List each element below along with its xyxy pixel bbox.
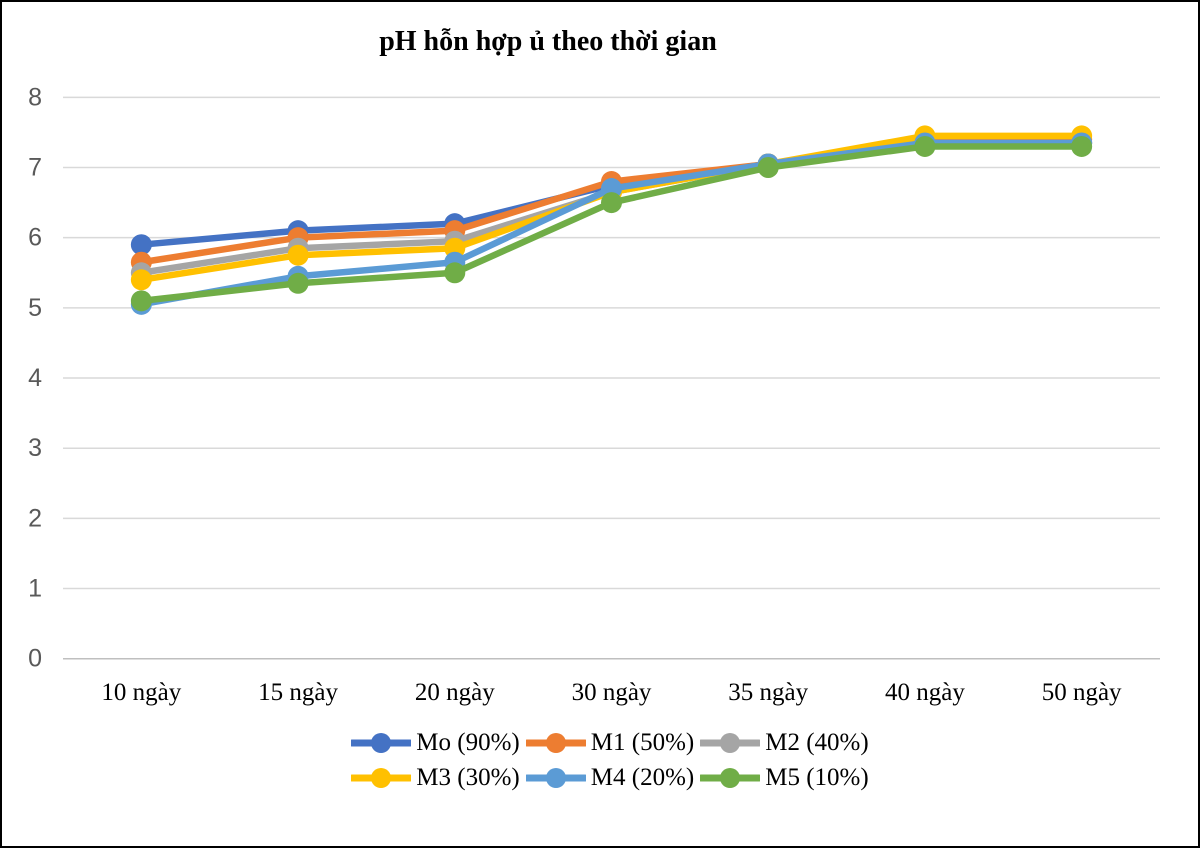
data-point-M5 (10%)-40 ngày [914, 135, 936, 157]
legend-item-M4 (20%): M4 (20%) [525, 764, 695, 792]
legend-marker-icon [525, 768, 586, 788]
legend-label: M3 (30%) [416, 764, 520, 791]
legend-marker-icon [351, 733, 412, 753]
legend-label: Mo (90%) [416, 729, 520, 756]
legend-item-M3 (30%): M3 (30%) [351, 764, 520, 792]
x-axis-tick-label: 20 ngày [415, 679, 495, 706]
y-axis-tick-label: 5 [28, 294, 42, 322]
data-point-M3 (30%)-15 ngày [287, 244, 309, 266]
data-point-M5 (10%)-35 ngày [757, 157, 779, 179]
data-point-M3 (30%)-10 ngày [130, 269, 152, 291]
y-axis-tick-label: 2 [28, 504, 42, 532]
legend-marker-icon [525, 733, 586, 753]
legend-marker-icon [700, 733, 761, 753]
data-point-M5 (10%)-20 ngày [444, 262, 466, 284]
legend-marker-icon [700, 768, 761, 788]
legend-row: Mo (90%) M1 (50%) M2 (40%) [351, 729, 869, 757]
y-axis-tick-label: 3 [28, 434, 42, 462]
x-axis-tick-label: 50 ngày [1042, 679, 1122, 706]
legend-label: M2 (40%) [765, 729, 869, 756]
legend-row: M3 (30%) M4 (20%) M5 (10%) [351, 764, 869, 792]
data-point-M5 (10%)-30 ngày [601, 192, 622, 214]
chart-legend: Mo (90%) M1 (50%) M2 (40%) M3 (30%) M4 (20%)… [0, 729, 1200, 792]
chart-title: pH hỗn hợp ủ theo thời gian [379, 26, 717, 57]
x-axis-tick-label: 10 ngày [101, 679, 181, 706]
legend-item-M1 (50%): M1 (50%) [525, 729, 695, 757]
x-axis-tick-label: 35 ngày [728, 679, 808, 706]
legend-item-M2 (40%): M2 (40%) [700, 729, 869, 757]
legend-marker-icon [351, 768, 412, 788]
y-axis-tick-label: 7 [28, 154, 42, 182]
data-point-M5 (10%)-15 ngày [287, 272, 309, 294]
x-axis-tick-label: 15 ngày [258, 679, 338, 706]
legend-label: M4 (20%) [590, 764, 695, 791]
y-axis-tick-label: 6 [28, 224, 42, 252]
data-point-M5 (10%)-10 ngày [130, 290, 152, 312]
x-axis-tick-label: 40 ngày [885, 679, 965, 706]
legend-label: M1 (50%) [590, 729, 695, 756]
y-axis-tick-label: 4 [28, 364, 42, 392]
y-axis-tick-label: 0 [28, 645, 42, 673]
legend-item-M5 (10%): M5 (10%) [700, 764, 869, 792]
x-axis-tick-label: 30 ngày [572, 679, 652, 706]
data-point-M5 (10%)-50 ngày [1071, 135, 1093, 157]
legend-label: M5 (10%) [765, 764, 869, 791]
legend-item-Mo (90%): Mo (90%) [351, 729, 520, 757]
y-axis-tick-label: 8 [28, 83, 42, 111]
y-axis-tick-label: 1 [28, 575, 42, 603]
data-point-Mo (90%)-10 ngày [130, 234, 152, 256]
